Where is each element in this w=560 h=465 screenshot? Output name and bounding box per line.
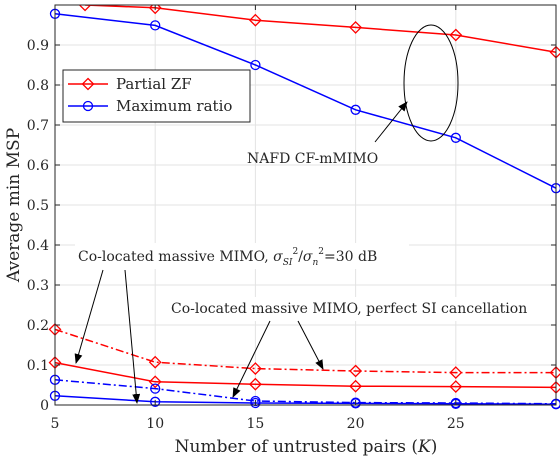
annotation-colocated-perfect: Co-located massive MIMO, perfect SI canc…: [168, 297, 554, 397]
legend-label-maximum-ratio: Maximum ratio: [116, 97, 232, 115]
y-tick-label: 0.1: [27, 358, 49, 374]
colocated-si-arrow-2: [125, 270, 137, 403]
series-line: [55, 363, 556, 388]
series-5: [51, 391, 560, 408]
y-tick-label: 0.6: [27, 158, 49, 174]
x-tick-label: 10: [146, 416, 164, 432]
series-2: [50, 324, 560, 378]
nafd-label: NAFD CF-mMIMO: [247, 151, 378, 167]
x-tick-label: 20: [347, 416, 365, 432]
x-tick-label: 5: [51, 416, 60, 432]
x-tick-label: 25: [447, 416, 465, 432]
nafd-arrow: [375, 102, 407, 142]
y-tick-label: 0.3: [27, 278, 49, 294]
y-tick-label: 0.2: [27, 318, 49, 334]
series-3: [50, 357, 560, 393]
legend-label-partial-zf: Partial ZF: [116, 75, 192, 93]
grid-layer: [55, 5, 556, 405]
y-tick-label: 0: [40, 398, 49, 414]
y-tick-label: 0.5: [27, 198, 49, 214]
x-tick-label: 15: [246, 416, 264, 432]
tick-layer: 5 10 15 20 25 0 0.1 0.2 0.3 0.4 0.5 0.6 0.7 0.8 0.9: [27, 5, 556, 432]
legend: Partial ZF Maximum ratio: [63, 70, 250, 122]
y-tick-label: 0.4: [27, 238, 49, 254]
colocated-perfect-arrow-1: [298, 321, 323, 369]
annotation-nafd: NAFD CF-mMIMO: [247, 25, 458, 167]
colocated-si-arrow-1: [76, 270, 103, 363]
colocated-perfect-label: Co-located massive MIMO, perfect SI canc…: [171, 301, 527, 317]
y-tick-label: 0.9: [27, 38, 49, 54]
y-tick-label: 0.8: [27, 78, 49, 94]
nafd-ellipse: [404, 25, 458, 141]
x-axis-label: Number of untrusted pairs (K): [175, 437, 438, 457]
colocated-si-label: Co-located massive MIMO, σSI2/σn2=30 dB: [78, 247, 377, 268]
y-axis-label: Average min MSP: [4, 128, 24, 283]
series-layer: [50, 0, 560, 409]
y-tick-label: 0.7: [27, 118, 49, 134]
